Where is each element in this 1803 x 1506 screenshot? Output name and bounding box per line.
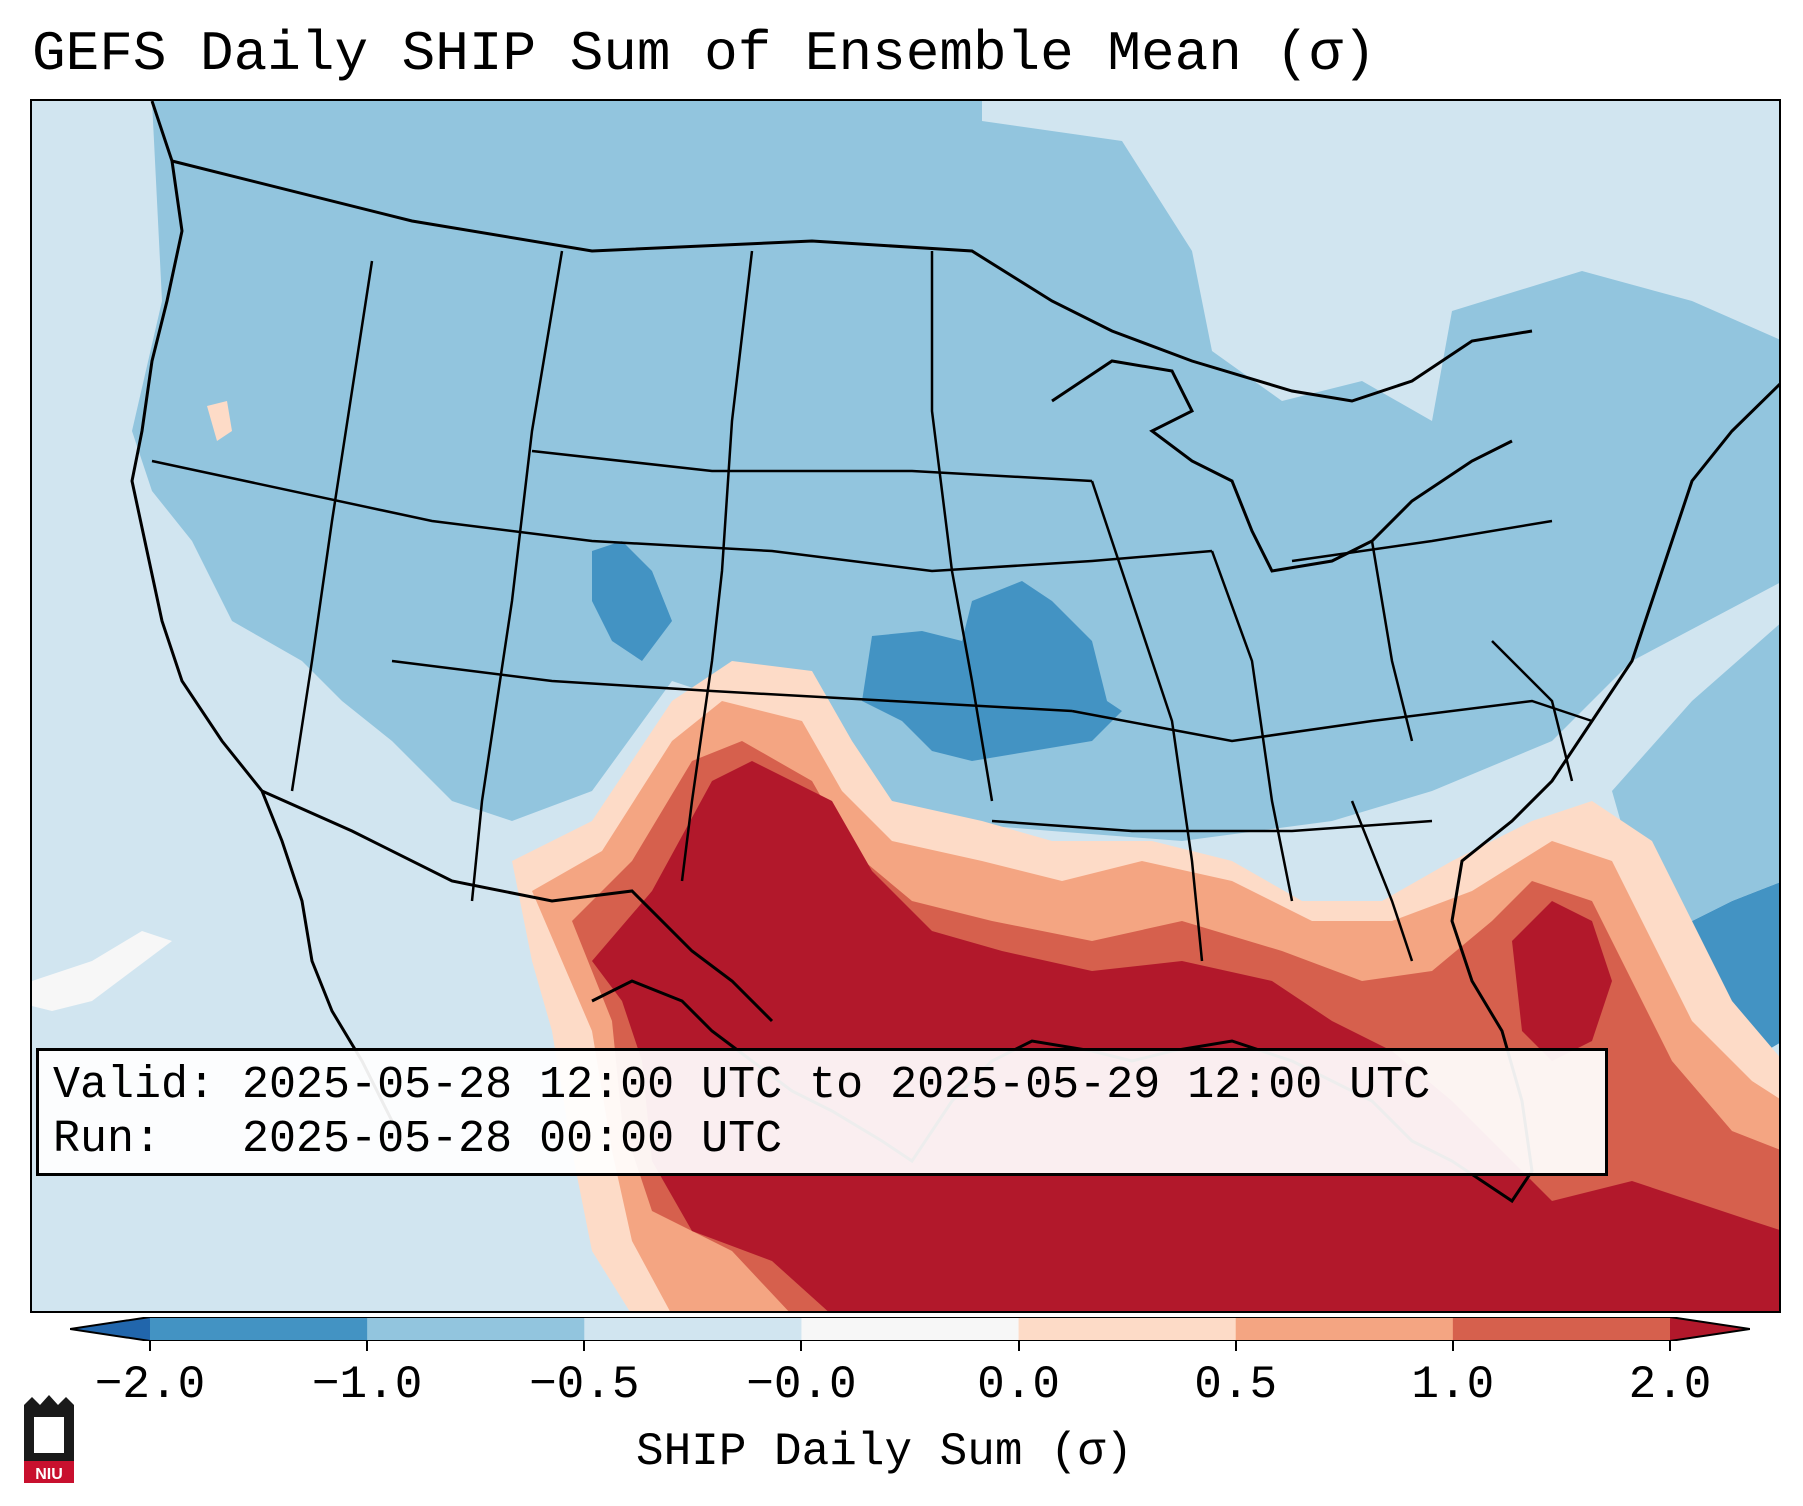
colorbar-label: SHIP Daily Sum (σ) [636, 1426, 1133, 1478]
colorbar-tick-mark [149, 1341, 151, 1351]
logo-banner [24, 1461, 74, 1483]
colorbar-tick-label: 0.0 [977, 1359, 1060, 1411]
region-negative-west [132, 101, 1779, 841]
colorbar-segment [584, 1317, 802, 1341]
colorbar-tick-label: 2.0 [1628, 1359, 1712, 1411]
colorbar-segment [1452, 1317, 1671, 1341]
region-strong-negative-colorado [592, 541, 672, 661]
map-title: GEFS Daily SHIP Sum of Ensemble Mean (σ) [32, 22, 1377, 86]
colorbar-tick-mark [1234, 1341, 1237, 1351]
colorbar-tick-mark [366, 1341, 369, 1351]
colorbar-segment [150, 1317, 368, 1341]
colorbar-extend-low [70, 1317, 150, 1341]
colorbar-tick-label: −2.0 [94, 1359, 206, 1411]
valid-time-range: 2025-05-28 12:00 UTC to 2025-05-29 12:00… [242, 1060, 1431, 1111]
region-strong-positive-bermuda [1512, 901, 1612, 1061]
logo-text: NIU [35, 1466, 63, 1483]
region-weak-positive-oregon [207, 401, 232, 441]
colorbar [70, 1317, 1750, 1341]
valid-label: Valid: [53, 1060, 216, 1111]
state-boundaries [151, 250, 1593, 962]
colorbar-segment [1018, 1317, 1237, 1341]
colorbar-tick-mark [1669, 1341, 1671, 1351]
colorbar-tick-mark [1451, 1341, 1454, 1351]
mexico-border [261, 789, 774, 1023]
colorbar-tick-label: −0.5 [529, 1359, 640, 1411]
colorbar-tick-label: 0.5 [1194, 1359, 1278, 1411]
run-time: 2025-05-28 00:00 UTC [242, 1114, 783, 1165]
colorbar-segment [1235, 1317, 1454, 1341]
colorbar-tick-mark [1017, 1341, 1020, 1351]
colorbar-tick-label: −1.0 [311, 1359, 423, 1411]
logo-window-icon [34, 1417, 64, 1453]
colorbar-tick-mark [583, 1341, 586, 1351]
colorbar-tick-label: 1.0 [1411, 1359, 1495, 1411]
colorbar-tick-mark [800, 1341, 803, 1351]
colorbar-extend-high [1670, 1317, 1750, 1341]
colorbar-segment [367, 1317, 585, 1341]
run-label: Run: [53, 1114, 162, 1165]
canada-border [171, 159, 1533, 403]
colorbar-tick-label: −0.0 [746, 1359, 857, 1411]
great-lakes-outline [1051, 359, 1513, 573]
validity-info-box: Valid: 2025-05-28 12:00 UTC to 2025-05-2… [36, 1048, 1608, 1176]
colorbar-segment [801, 1317, 1020, 1341]
niu-logo: NIU [24, 1395, 74, 1483]
west-coastline [130, 101, 404, 1142]
region-strong-negative-plains [862, 581, 1122, 761]
region-neutral-pacific [32, 931, 172, 1011]
